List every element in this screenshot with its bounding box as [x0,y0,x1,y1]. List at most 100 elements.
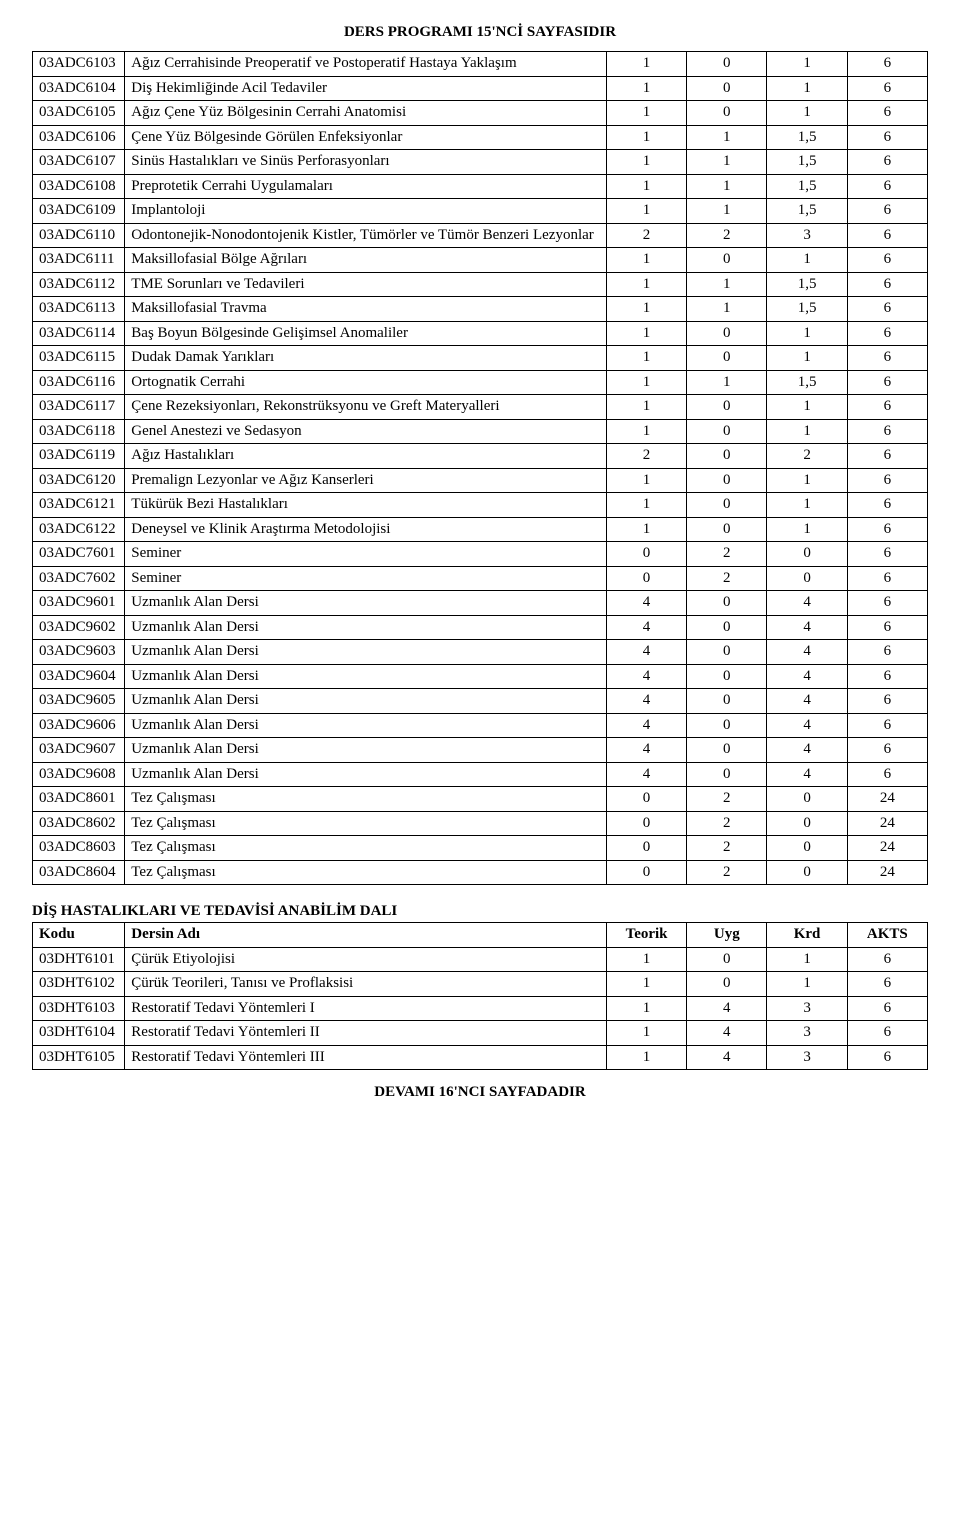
cell-c4: 6 [847,591,927,616]
cell-c4: 6 [847,199,927,224]
cell-name: Uzmanlık Alan Dersi [125,591,607,616]
cell-code: 03ADC6114 [33,321,125,346]
cell-name: Tükürük Bezi Hastalıkları [125,493,607,518]
cell-c4: 6 [847,52,927,77]
cell-c1: 1 [606,947,686,972]
cell-c4: 6 [847,996,927,1021]
cell-name: Uzmanlık Alan Dersi [125,664,607,689]
cell-name: Uzmanlık Alan Dersi [125,713,607,738]
table-row: 03ADC8604Tez Çalışması02024 [33,860,928,885]
cell-c2: 2 [687,787,767,812]
cell-c1: 0 [606,811,686,836]
cell-c2: 0 [687,762,767,787]
cell-code: 03ADC9604 [33,664,125,689]
cell-c2: 0 [687,52,767,77]
cell-c4: 6 [847,444,927,469]
cell-c3: 4 [767,640,847,665]
table-row: 03ADC6104Diş Hekimliğinde Acil Tedaviler… [33,76,928,101]
courses-table-1: 03ADC6103Ağız Cerrahisinde Preoperatif v… [32,51,928,885]
table-row: 03ADC9601Uzmanlık Alan Dersi4046 [33,591,928,616]
table-row: 03DHT6101Çürük Etiyolojisi1016 [33,947,928,972]
cell-c1: 1 [606,248,686,273]
cell-c2: 0 [687,738,767,763]
table-row: 03ADC6113Maksillofasial Travma111,56 [33,297,928,322]
cell-code: 03ADC6121 [33,493,125,518]
table-row: 03ADC6116Ortognatik Cerrahi111,56 [33,370,928,395]
cell-c4: 6 [847,542,927,567]
cell-c1: 1 [606,297,686,322]
cell-c1: 1 [606,517,686,542]
table-row: 03ADC6111Maksillofasial Bölge Ağrıları10… [33,248,928,273]
cell-c3: 3 [767,1021,847,1046]
cell-c2: 0 [687,591,767,616]
table-row: 03ADC8603Tez Çalışması02024 [33,836,928,861]
cell-c3: 1 [767,517,847,542]
table-row: 03ADC6109Implantoloji111,56 [33,199,928,224]
cell-name: Ağız Çene Yüz Bölgesinin Cerrahi Anatomi… [125,101,607,126]
cell-name: Ağız Cerrahisinde Preoperatif ve Postope… [125,52,607,77]
cell-c2: 0 [687,346,767,371]
cell-name: Uzmanlık Alan Dersi [125,689,607,714]
table-row: 03ADC7601Seminer0206 [33,542,928,567]
cell-c2: 1 [687,174,767,199]
cell-c1: 2 [606,223,686,248]
cell-c3: 1,5 [767,125,847,150]
cell-c1: 4 [606,664,686,689]
cell-c1: 1 [606,174,686,199]
cell-name: Maksillofasial Travma [125,297,607,322]
cell-code: 03ADC6122 [33,517,125,542]
cell-c4: 6 [847,762,927,787]
cell-c3: 1 [767,321,847,346]
cell-c3: 3 [767,996,847,1021]
cell-c3: 1,5 [767,370,847,395]
cell-c4: 6 [847,150,927,175]
cell-c1: 1 [606,125,686,150]
cell-name: Deneysel ve Klinik Araştırma Metodolojis… [125,517,607,542]
table-row: 03DHT6105Restoratif Tedavi Yöntemleri II… [33,1045,928,1070]
cell-c3: 0 [767,860,847,885]
cell-c4: 6 [847,689,927,714]
cell-name: Tez Çalışması [125,860,607,885]
cell-code: 03ADC6109 [33,199,125,224]
cell-code: 03ADC6110 [33,223,125,248]
cell-c2: 1 [687,272,767,297]
cell-c3: 1 [767,493,847,518]
cell-code: 03ADC6111 [33,248,125,273]
cell-c1: 4 [606,615,686,640]
cell-name: Ağız Hastalıkları [125,444,607,469]
table-row: 03ADC6118Genel Anestezi ve Sedasyon1016 [33,419,928,444]
cell-name: Dudak Damak Yarıkları [125,346,607,371]
cell-c3: 0 [767,542,847,567]
courses-table-2: KoduDersin AdıTeorikUygKrdAKTS03DHT6101Ç… [32,922,928,1070]
cell-c1: 0 [606,860,686,885]
cell-c2: 1 [687,199,767,224]
cell-c1: 4 [606,689,686,714]
cell-c2: 0 [687,395,767,420]
cell-c4: 6 [847,972,927,997]
cell-name: Çürük Teorileri, Tanısı ve Proflaksisi [125,972,607,997]
cell-c4: 6 [847,346,927,371]
cell-c3: 1 [767,947,847,972]
cell-c2: 0 [687,468,767,493]
table-row: 03ADC9603Uzmanlık Alan Dersi4046 [33,640,928,665]
cell-c3: 0 [767,836,847,861]
cell-c4: 6 [847,174,927,199]
cell-c4: 6 [847,947,927,972]
cell-c2: 2 [687,223,767,248]
cell-code: 03ADC9603 [33,640,125,665]
table-row: 03ADC6117Çene Rezeksiyonları, Rekonstrük… [33,395,928,420]
cell-c2: 2 [687,836,767,861]
cell-c4: 6 [847,248,927,273]
cell-code: 03ADC6103 [33,52,125,77]
cell-c4: 24 [847,811,927,836]
cell-c2: 0 [687,972,767,997]
cell-c3: 1,5 [767,174,847,199]
cell-c2: 0 [687,713,767,738]
cell-c2: 0 [687,419,767,444]
table-row: 03ADC9605Uzmanlık Alan Dersi4046 [33,689,928,714]
table-row: 03ADC9608Uzmanlık Alan Dersi4046 [33,762,928,787]
cell-c1: 4 [606,713,686,738]
footer-text: DEVAMI 16'NCI SAYFADADIR [32,1084,928,1101]
cell-c4: 6 [847,125,927,150]
cell-c4: 6 [847,1045,927,1070]
